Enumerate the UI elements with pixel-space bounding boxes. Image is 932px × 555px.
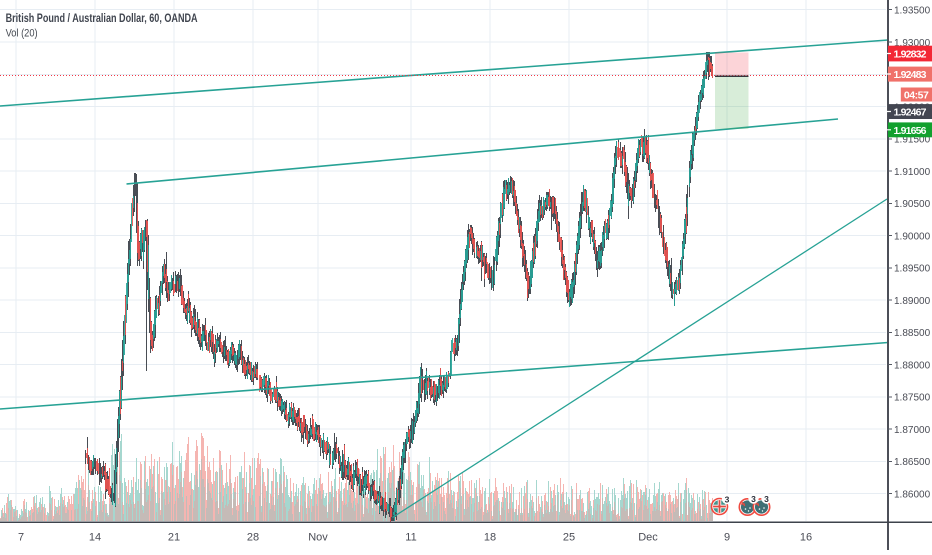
- svg-text:1.89500: 1.89500: [894, 264, 931, 275]
- svg-text:9: 9: [724, 532, 730, 544]
- svg-text:1.87000: 1.87000: [894, 425, 931, 436]
- svg-text:16: 16: [800, 532, 812, 544]
- svg-text:04:57: 04:57: [904, 89, 929, 101]
- svg-text:21: 21: [168, 532, 180, 544]
- svg-text:1.89000: 1.89000: [894, 296, 931, 307]
- svg-text:11: 11: [405, 532, 416, 544]
- svg-text:14: 14: [89, 532, 101, 544]
- svg-text:18: 18: [484, 532, 496, 544]
- svg-text:28: 28: [247, 532, 259, 544]
- svg-text:3: 3: [764, 494, 769, 504]
- svg-text:7: 7: [18, 532, 24, 544]
- svg-text:25: 25: [563, 532, 575, 544]
- svg-text:1.91000: 1.91000: [894, 167, 931, 178]
- svg-text:1.88000: 1.88000: [894, 360, 931, 371]
- svg-text:Nov: Nov: [308, 532, 328, 544]
- svg-text:3: 3: [751, 494, 756, 504]
- svg-text:1.93500: 1.93500: [894, 6, 931, 17]
- svg-text:1.92467: 1.92467: [894, 107, 927, 119]
- svg-text:1.92832: 1.92832: [894, 49, 927, 61]
- svg-text:1.91656: 1.91656: [894, 125, 927, 137]
- svg-text:1.86500: 1.86500: [894, 457, 931, 468]
- svg-text:1.90500: 1.90500: [894, 199, 931, 210]
- svg-text:Dec: Dec: [638, 532, 658, 544]
- svg-text:1.86000: 1.86000: [894, 489, 931, 500]
- svg-text:1.92483: 1.92483: [894, 69, 927, 81]
- svg-text:1.87500: 1.87500: [894, 393, 931, 404]
- svg-text:1.93000: 1.93000: [894, 38, 931, 49]
- svg-text:1.91500: 1.91500: [894, 135, 931, 146]
- svg-text:British Pound / Australian Dol: British Pound / Australian Dollar, 60, O…: [6, 11, 198, 25]
- svg-text:1.88500: 1.88500: [894, 328, 931, 339]
- svg-text:Vol (20): Vol (20): [6, 28, 38, 40]
- svg-text:1.90000: 1.90000: [894, 231, 931, 242]
- svg-text:3: 3: [725, 494, 730, 504]
